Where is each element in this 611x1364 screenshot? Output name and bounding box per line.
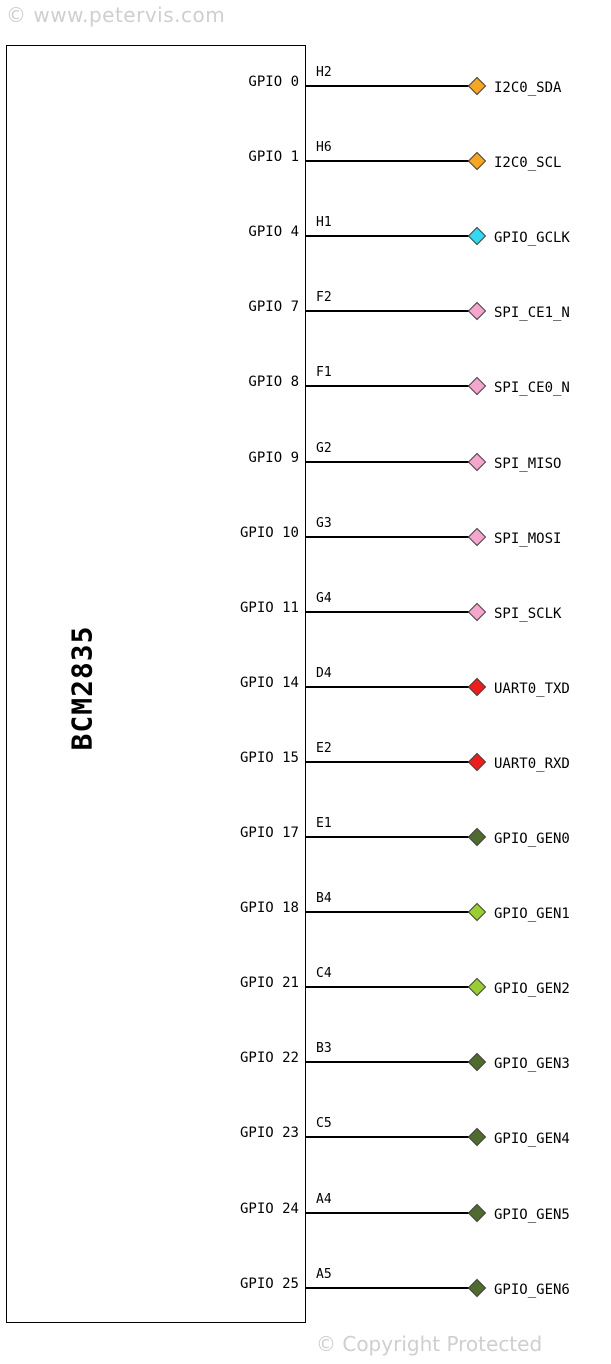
pin-line: [306, 611, 476, 613]
connector-diamond-icon: [467, 1127, 487, 1147]
pin-line: [306, 911, 476, 913]
gpio-label: GPIO 22: [239, 1050, 299, 1066]
ball-label: B3: [316, 1041, 332, 1056]
function-label: GPIO_GEN5: [494, 1207, 570, 1223]
ball-label: G3: [316, 516, 332, 531]
watermark-top: © www.petervis.com: [6, 3, 226, 27]
pin-line: [306, 761, 476, 763]
ball-label: G2: [316, 441, 332, 456]
gpio-label: GPIO 8: [248, 374, 299, 390]
gpio-label: GPIO 25: [239, 1276, 299, 1292]
ball-label: E2: [316, 741, 332, 756]
ball-label: F1: [316, 365, 332, 380]
gpio-label: GPIO 9: [248, 450, 299, 466]
gpio-label: GPIO 11: [239, 600, 299, 616]
connector-diamond-icon: [467, 1278, 487, 1298]
connector-diamond-icon: [467, 902, 487, 922]
gpio-label: GPIO 18: [239, 900, 299, 916]
connector-diamond-icon: [467, 226, 487, 246]
pin-line: [306, 1061, 476, 1063]
ball-label: D4: [316, 666, 332, 681]
pin-line: [306, 85, 476, 87]
connector-diamond-icon: [467, 752, 487, 772]
chip-name: BCM2835: [65, 625, 99, 751]
function-label: SPI_SCLK: [494, 606, 562, 622]
function-label: GPIO_GEN6: [494, 1282, 570, 1298]
connector-diamond-icon: [467, 827, 487, 847]
bcm2835-chip-body: [6, 45, 306, 1323]
function-label: UART0_RXD: [494, 756, 570, 772]
pin-line: [306, 536, 476, 538]
function-label: GPIO_GEN3: [494, 1056, 570, 1072]
gpio-label: GPIO 1: [248, 149, 299, 165]
function-label: UART0_TXD: [494, 681, 570, 697]
ball-label: C5: [316, 1116, 332, 1131]
pin-line: [306, 385, 476, 387]
ball-label: H1: [316, 215, 332, 230]
connector-diamond-icon: [467, 1203, 487, 1223]
pin-line: [306, 461, 476, 463]
pin-line: [306, 310, 476, 312]
ball-label: B4: [316, 891, 332, 906]
function-label: GPIO_GCLK: [494, 230, 570, 246]
gpio-label: GPIO 7: [248, 299, 299, 315]
pin-line: [306, 160, 476, 162]
connector-diamond-icon: [467, 527, 487, 547]
ball-label: A5: [316, 1267, 332, 1282]
connector-diamond-icon: [467, 301, 487, 321]
gpio-label: GPIO 4: [248, 224, 299, 240]
connector-diamond-icon: [467, 452, 487, 472]
ball-label: H2: [316, 65, 332, 80]
pin-line: [306, 1287, 476, 1289]
connector-diamond-icon: [467, 151, 487, 171]
gpio-label: GPIO 10: [239, 525, 299, 541]
pin-line: [306, 1212, 476, 1214]
gpio-label: GPIO 14: [239, 675, 299, 691]
function-label: GPIO_GEN1: [494, 906, 570, 922]
connector-diamond-icon: [467, 677, 487, 697]
pin-line: [306, 986, 476, 988]
ball-label: C4: [316, 966, 332, 981]
gpio-label: GPIO 17: [239, 825, 299, 841]
pin-line: [306, 235, 476, 237]
gpio-label: GPIO 23: [239, 1125, 299, 1141]
pin-line: [306, 1136, 476, 1138]
function-label: SPI_CE0_N: [494, 380, 570, 396]
ball-label: A4: [316, 1192, 332, 1207]
gpio-label: GPIO 21: [239, 975, 299, 991]
connector-diamond-icon: [467, 1052, 487, 1072]
ball-label: E1: [316, 816, 332, 831]
function-label: GPIO_GEN2: [494, 981, 570, 997]
function-label: I2C0_SDA: [494, 80, 562, 96]
function-label: GPIO_GEN4: [494, 1131, 570, 1147]
ball-label: H6: [316, 140, 332, 155]
connector-diamond-icon: [467, 76, 487, 96]
function-label: GPIO_GEN0: [494, 831, 570, 847]
watermark-bottom: © Copyright Protected: [316, 1332, 543, 1356]
gpio-label: GPIO 0: [248, 74, 299, 90]
pin-line: [306, 686, 476, 688]
gpio-label: GPIO 24: [239, 1201, 299, 1217]
connector-diamond-icon: [467, 602, 487, 622]
connector-diamond-icon: [467, 977, 487, 997]
function-label: SPI_CE1_N: [494, 305, 570, 321]
ball-label: G4: [316, 591, 332, 606]
gpio-label: GPIO 15: [239, 750, 299, 766]
function-label: SPI_MISO: [494, 456, 562, 472]
connector-diamond-icon: [467, 376, 487, 396]
function-label: SPI_MOSI: [494, 531, 562, 547]
function-label: I2C0_SCL: [494, 155, 562, 171]
pin-line: [306, 836, 476, 838]
ball-label: F2: [316, 290, 332, 305]
